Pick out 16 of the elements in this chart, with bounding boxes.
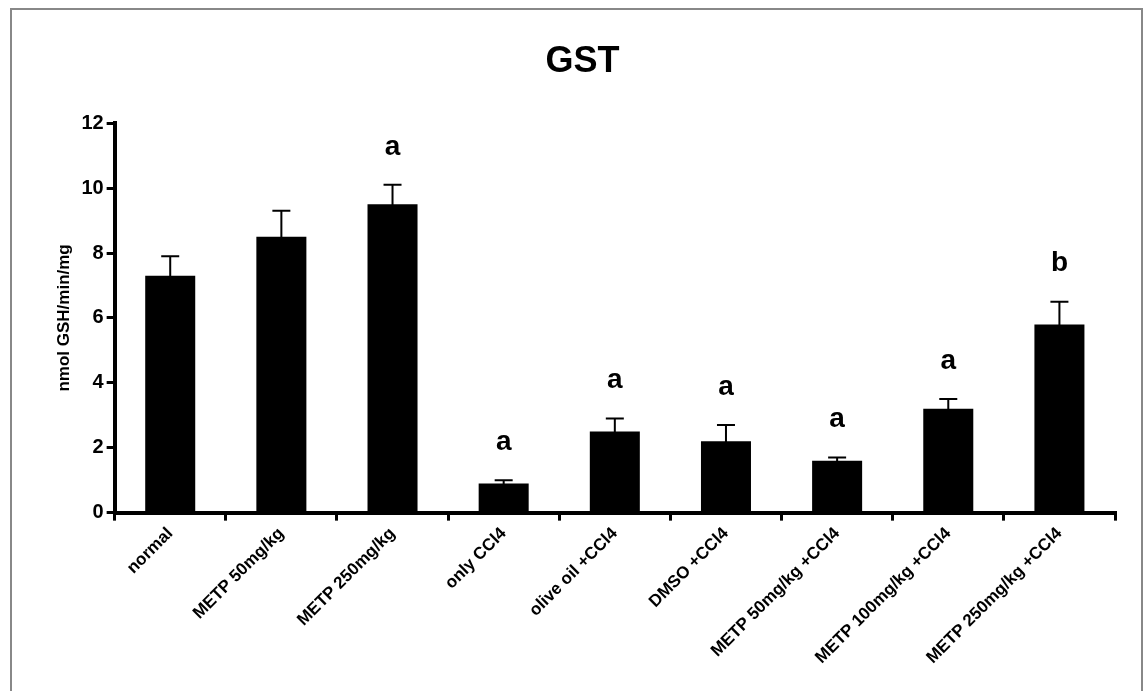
annotation: a <box>495 424 512 456</box>
y-tick-label: 0 <box>92 500 104 523</box>
annotation: a <box>940 343 957 375</box>
chart-title: GST <box>545 38 620 80</box>
y-axis-title: nmol GSH/min/mg <box>53 244 73 392</box>
annotation: a <box>718 369 735 401</box>
y-tick-label: 8 <box>92 240 104 263</box>
y-tick-label: 12 <box>81 110 104 133</box>
annotation: a <box>829 402 846 434</box>
annotation: b <box>1050 246 1068 278</box>
y-tick-label: 4 <box>92 370 105 393</box>
annotation: a <box>607 363 624 395</box>
y-tick-label: 6 <box>92 305 104 328</box>
y-tick-label: 10 <box>81 175 104 198</box>
annotation: a <box>384 129 401 161</box>
y-tick-label: 2 <box>92 435 104 458</box>
